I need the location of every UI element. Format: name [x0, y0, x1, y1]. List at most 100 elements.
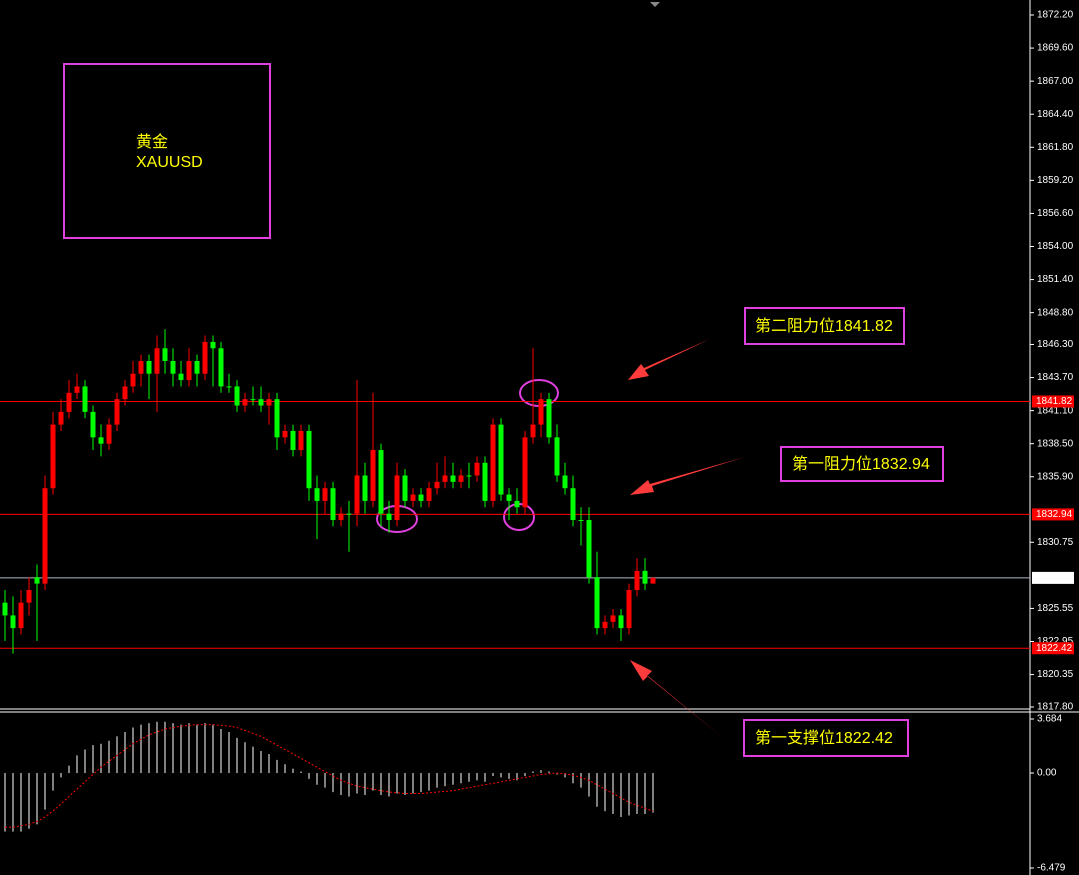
candle-body	[226, 386, 232, 388]
y-tick-label: 1830.75	[1037, 537, 1074, 548]
candle-body	[554, 437, 560, 476]
candle-body	[530, 424, 536, 438]
candle-body	[450, 475, 456, 482]
candle-body	[346, 513, 352, 515]
candle-body	[514, 500, 520, 508]
candle-body	[242, 399, 248, 406]
candle-body	[314, 488, 320, 501]
candle-body	[570, 488, 576, 521]
candle-body	[258, 399, 264, 406]
y-tick-label: 0.00	[1037, 768, 1057, 779]
candle-body	[290, 430, 296, 451]
candle-body	[370, 450, 376, 501]
candle-body	[34, 577, 40, 584]
y-tick-label: 1854.00	[1037, 241, 1074, 252]
candle-body	[338, 513, 344, 521]
symbol-box	[63, 63, 271, 239]
arrow	[630, 457, 745, 495]
symbol-name: 黄金	[136, 133, 168, 151]
y-tick-label: 3.684	[1037, 714, 1062, 725]
candle-body	[506, 494, 512, 501]
y-tick-label: 1864.40	[1037, 109, 1074, 120]
y-tick-label: 1835.90	[1037, 471, 1074, 482]
candle-body	[42, 488, 48, 584]
candle-body	[546, 399, 552, 438]
candle-body	[522, 437, 528, 508]
candle-body	[418, 494, 424, 501]
y-tick-label: -6.479	[1037, 863, 1066, 874]
candle-body	[282, 430, 288, 438]
candle-body	[266, 399, 272, 406]
candle-body	[434, 481, 440, 489]
candle-body	[298, 430, 304, 451]
candle-body	[386, 513, 392, 521]
candle-body	[626, 589, 632, 629]
y-tick-label: 1846.30	[1037, 339, 1074, 350]
candle-body	[50, 424, 56, 489]
candle-body	[82, 386, 88, 412]
candle-body	[146, 361, 152, 374]
y-tick-label: 1861.80	[1037, 142, 1074, 153]
candle-body	[130, 373, 136, 387]
candle-body	[642, 570, 648, 584]
y-tick-label: 1843.70	[1037, 372, 1074, 383]
y-tick-label: 1872.20	[1037, 10, 1074, 21]
candle-body	[178, 373, 184, 381]
price-tag-label: 1832.94	[1036, 509, 1073, 520]
candle-body	[10, 615, 16, 629]
y-tick-label: 1825.55	[1037, 603, 1074, 614]
candle-body	[114, 399, 120, 425]
candle-body	[2, 602, 8, 616]
candle-body	[498, 424, 504, 495]
signal-line	[5, 724, 654, 828]
symbol-code: XAUUSD	[136, 154, 203, 171]
annotation-box	[744, 307, 905, 345]
candle-body	[162, 348, 168, 361]
y-tick-label: 1869.60	[1037, 43, 1074, 54]
candle-body	[106, 424, 112, 444]
y-tick-label: 1820.35	[1037, 669, 1074, 680]
candle-body	[66, 392, 72, 412]
candle-body	[58, 411, 64, 425]
candle-body	[578, 520, 584, 522]
candle-body	[394, 475, 400, 521]
y-tick-label: 1856.60	[1037, 208, 1074, 219]
price-tag	[1032, 571, 1074, 584]
candle-body	[402, 475, 408, 501]
candle-body	[322, 488, 328, 501]
candle-body	[250, 399, 256, 401]
candle-body	[122, 386, 128, 400]
candle-body	[610, 615, 616, 622]
candle-body	[474, 462, 480, 476]
annotation: 第一阻力位1832.94	[792, 455, 930, 473]
annotation: 第一支撑位1822.42	[755, 729, 893, 747]
candle-body	[378, 450, 384, 514]
candle-body	[466, 475, 472, 477]
candle-body	[26, 589, 32, 603]
candle-body	[330, 488, 336, 521]
arrow	[628, 339, 710, 380]
y-tick-label: 1841.10	[1037, 405, 1074, 416]
candle-body	[354, 475, 360, 514]
annotation-box	[780, 446, 944, 482]
candle-body	[650, 577, 656, 584]
candle-body	[442, 475, 448, 482]
price-tag	[1032, 642, 1074, 655]
y-tick-label: 1838.50	[1037, 438, 1074, 449]
price-tag-label: 1822.42	[1036, 643, 1073, 654]
candle-body	[186, 361, 192, 381]
annotation-box	[743, 719, 909, 757]
candle-body	[458, 475, 464, 482]
candle-body	[410, 494, 416, 501]
candle-body	[74, 386, 80, 393]
candle-body	[194, 361, 200, 374]
candle-body	[218, 348, 224, 387]
candle-body	[18, 602, 24, 629]
candle-body	[154, 348, 160, 374]
price-tag-label: 1841.82	[1036, 396, 1073, 407]
candle-body	[202, 341, 208, 374]
candle-body	[306, 430, 312, 489]
y-tick-label: 1859.20	[1037, 175, 1074, 186]
candle-body	[562, 475, 568, 489]
